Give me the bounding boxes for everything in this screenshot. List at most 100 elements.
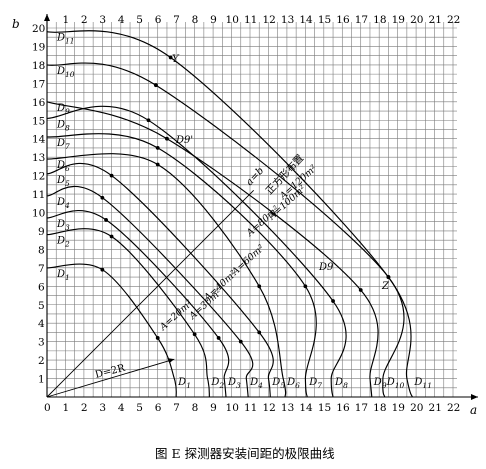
curve-label-bottom-d11: D11 — [413, 377, 432, 390]
curve-label-bottom-d6: D6 — [286, 377, 300, 390]
curve-point — [257, 330, 262, 335]
curve-label-bottom-d5: D5 — [271, 377, 285, 390]
curve-point — [331, 299, 335, 303]
curves — [46, 30, 413, 398]
curve-label-bottom-d9: D9 — [373, 377, 387, 390]
y-tick-label: 2 — [38, 355, 45, 367]
axis-label-a: a — [470, 403, 477, 417]
x-tick-label-bottom: 14 — [299, 402, 313, 414]
y-tick-label: 4 — [38, 318, 45, 330]
curve-d5 — [46, 163, 274, 398]
x-tick-label-bottom: 6 — [155, 402, 162, 414]
y-axis-arrow — [44, 14, 50, 21]
x-tick-label-bottom: 9 — [210, 402, 217, 414]
curve-point — [155, 146, 160, 150]
y-tick-label: 1 — [38, 374, 45, 386]
x-tick-label-top: 4 — [118, 14, 125, 26]
curve-d2 — [46, 228, 210, 398]
y-tick-label: 10 — [32, 208, 45, 220]
curve-label-left-d7: D7 — [56, 138, 70, 151]
curve-point — [100, 195, 105, 200]
curve-point — [100, 267, 105, 272]
x-tick-label-top: 1 — [62, 14, 69, 26]
x-tick-label-top: 16 — [336, 14, 350, 26]
x-tick-label-top: 3 — [99, 14, 106, 26]
curve-point — [168, 55, 173, 60]
curve-label-bottom-d8: D8 — [334, 377, 348, 390]
curve-point — [165, 136, 169, 141]
point-y-label: Y — [172, 54, 180, 65]
grid — [46, 22, 457, 398]
x-tick-label-top: 6 — [155, 14, 162, 26]
curve-point — [104, 217, 108, 222]
curve-d7 — [46, 133, 317, 398]
y-tick-label: 15 — [32, 115, 45, 127]
square-diagonal-line — [46, 190, 255, 398]
curve-label-left-d9: D9 — [56, 103, 70, 116]
x-tick-label-bottom: 10 — [226, 402, 239, 414]
y-tick-label: 17 — [32, 78, 45, 90]
curve-point — [238, 339, 243, 344]
curve-label-left-d6: D6 — [56, 160, 70, 173]
curve-point — [109, 234, 114, 239]
x-tick-label-bottom: 17 — [355, 402, 368, 414]
x-tick-label-top: 10 — [226, 14, 239, 26]
curve-label-bottom-d10: D10 — [386, 377, 405, 390]
x-tick-label-bottom: 2 — [81, 402, 88, 414]
y-tick-label: 20 — [32, 23, 45, 35]
x-tick-label-bottom: 12 — [262, 402, 275, 414]
curve-point — [257, 284, 262, 289]
curve-label-left-d1: D1 — [56, 269, 70, 282]
x-tick-label-bottom: 5 — [136, 402, 143, 414]
x-tick-label-top: 20 — [410, 14, 423, 26]
d9-prime-label: D9' — [175, 135, 193, 146]
d9-mid-label: D9 — [318, 262, 334, 273]
curve-point — [109, 173, 114, 178]
x-tick-label-top: 12 — [262, 14, 275, 26]
x-tick-label-bottom: 1 — [62, 402, 69, 414]
curve-d6 — [46, 153, 287, 398]
x-tick-label-top: 5 — [136, 14, 143, 26]
y-tick-label: 7 — [38, 263, 45, 275]
x-tick-label-top: 11 — [244, 14, 257, 26]
x-tick-label-top: 7 — [173, 14, 180, 26]
curve-label-bottom-d1: D1 — [177, 377, 191, 390]
x-tick-label-top: 15 — [318, 14, 331, 26]
x-tick-label-bottom: 16 — [336, 402, 350, 414]
point-z-label: Z — [381, 281, 390, 292]
x-tick-label-top: 13 — [281, 14, 294, 26]
y-tick-label: 14 — [32, 134, 46, 146]
curve-point — [155, 336, 160, 340]
x-tick-label-bottom: 13 — [281, 402, 294, 414]
curve-label-bottom-d4: D4 — [249, 377, 263, 390]
x-tick-label-bottom: 21 — [429, 402, 442, 414]
curve-point — [358, 288, 363, 292]
x-tick-label-top: 9 — [210, 14, 217, 26]
x-tick-label-bottom: 22 — [447, 402, 460, 414]
curve-point — [155, 162, 160, 167]
curve-label-left-d3: D3 — [56, 219, 70, 232]
x-tick-label-bottom: 3 — [99, 402, 106, 414]
axes: 0 1 2 3 4 5 6 7 8 9 10 11 12 13 14 15 16 17 18 19 20 21 221 2 3 4… — [32, 14, 478, 414]
x-tick-label-top: 2 — [81, 14, 88, 26]
y-tick-label: 12 — [32, 171, 45, 183]
x-tick-label-bottom: 4 — [118, 402, 125, 414]
radius-line — [46, 358, 175, 398]
x-tick-label-bottom: 15 — [318, 402, 331, 414]
curve-label-bottom-d7: D7 — [308, 377, 322, 390]
y-tick-label: 6 — [38, 281, 45, 293]
x-tick-label-top: 19 — [392, 14, 405, 26]
y-tick-label: 3 — [38, 337, 45, 349]
x-tick-label-top: 14 — [299, 14, 313, 26]
curve-label-left-d8: D8 — [56, 119, 70, 132]
axis-label-b: b — [12, 17, 20, 31]
curve-d9 — [46, 101, 379, 398]
curve-d11 — [46, 30, 413, 398]
y-tick-label: 13 — [32, 152, 45, 164]
y-tick-label: 11 — [32, 189, 45, 201]
x-tick-label-bottom: 20 — [410, 402, 423, 414]
x-tick-label-top: 22 — [447, 14, 460, 26]
